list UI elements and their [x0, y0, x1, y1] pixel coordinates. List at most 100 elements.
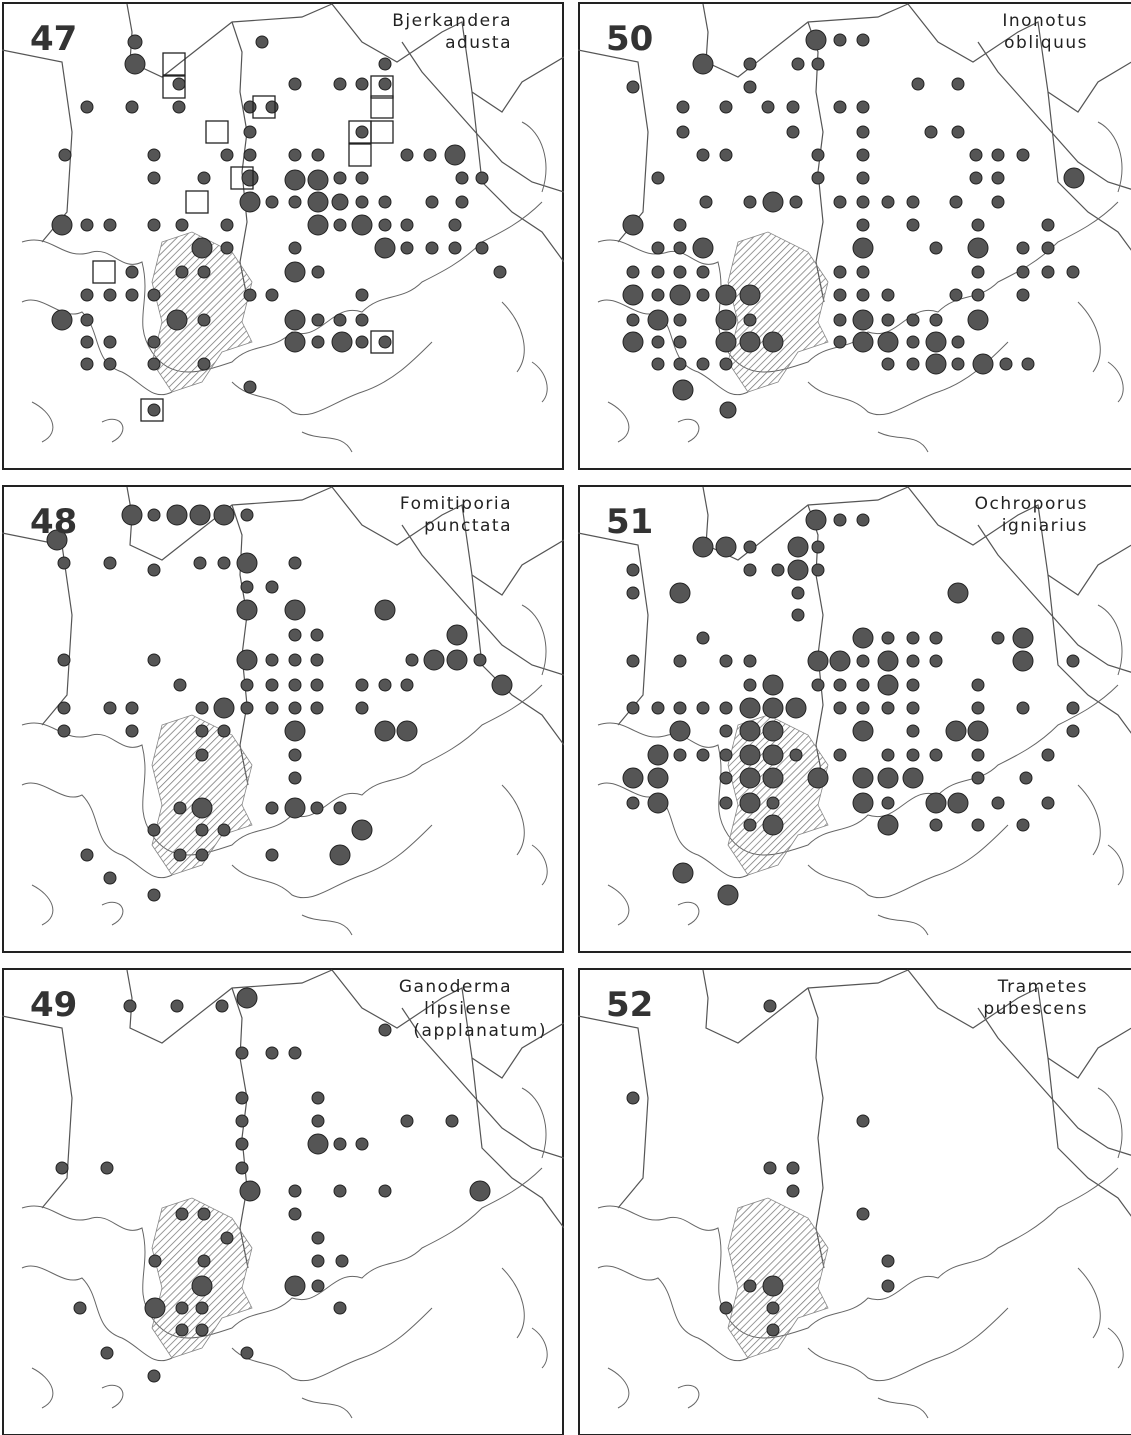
occurrence-dot — [833, 288, 847, 302]
occurrence-dot — [743, 654, 757, 668]
occurrence-dot — [103, 218, 117, 232]
occurrence-dot — [80, 288, 94, 302]
occurrence-dot — [971, 701, 985, 715]
occurrence-dot — [951, 125, 965, 139]
occurrence-dot — [1016, 265, 1030, 279]
occurrence-dot — [288, 628, 302, 642]
occurrence-dot — [696, 357, 710, 371]
occurrence-dot — [739, 720, 761, 742]
occurrence-dot — [147, 171, 161, 185]
occurrence-dot — [103, 357, 117, 371]
occurrence-dot — [669, 582, 691, 604]
occurrence-dot — [929, 654, 943, 668]
occurrence-dot — [787, 536, 809, 558]
occurrence-dot — [355, 171, 369, 185]
occurrence-dot — [1041, 218, 1055, 232]
occurrence-dot — [195, 848, 209, 862]
occurrence-dot — [288, 1046, 302, 1060]
occurrence-dot — [856, 33, 870, 47]
occurrence-dot — [786, 100, 800, 114]
occurrence-dot — [811, 540, 825, 554]
occurrence-dot — [763, 1161, 777, 1175]
occurrence-dot — [719, 401, 737, 419]
occurrence-dot — [852, 720, 874, 742]
occurrence-dot — [651, 265, 665, 279]
occurrence-dot — [333, 1137, 347, 1151]
occurrence-dot — [100, 1161, 114, 1175]
occurrence-dot — [925, 353, 947, 375]
occurrence-dot — [173, 678, 187, 692]
occurrence-dot — [374, 720, 396, 742]
occurrence-dot — [239, 1180, 261, 1202]
occurrence-dot — [971, 265, 985, 279]
occurrence-dot — [265, 653, 279, 667]
occurrence-dot — [971, 218, 985, 232]
occurrence-dot — [669, 284, 691, 306]
occurrence-dot — [175, 218, 189, 232]
occurrence-dot — [333, 218, 347, 232]
occurrence-dot — [333, 1301, 347, 1315]
occurrence-dot — [771, 563, 785, 577]
occurrence-dot — [423, 148, 437, 162]
occurrence-dot — [622, 284, 644, 306]
occurrence-dot — [217, 823, 231, 837]
occurrence-dot — [288, 148, 302, 162]
occurrence-dot — [310, 701, 324, 715]
occurrence-dot — [80, 218, 94, 232]
occurrence-dot — [148, 1254, 162, 1268]
occurrence-dot — [243, 125, 257, 139]
occurrence-dot — [791, 57, 805, 71]
occurrence-dot — [240, 701, 254, 715]
species-name: punctata — [424, 516, 512, 536]
occurrence-dot — [240, 580, 254, 594]
occurrence-dot — [762, 697, 784, 719]
occurrence-dot — [217, 724, 231, 738]
occurrence-dot — [265, 1046, 279, 1060]
occurrence-dot — [719, 748, 733, 762]
occurrence-dot — [220, 241, 234, 255]
occurrence-dot — [719, 357, 733, 371]
occurrence-dot — [786, 1184, 800, 1198]
occurrence-dot — [51, 309, 73, 331]
occurrence-dot — [947, 582, 969, 604]
occurrence-dot — [378, 1023, 392, 1037]
occurrence-dot — [311, 1231, 325, 1245]
occurrence-dot — [310, 801, 324, 815]
occurrence-dot — [833, 33, 847, 47]
occurrence-dot — [288, 748, 302, 762]
occurrence-dot — [307, 214, 329, 236]
occurrence-dot — [455, 171, 469, 185]
species-name: pubescens — [983, 999, 1088, 1019]
occurrence-dot — [696, 701, 710, 715]
occurrence-dot — [929, 818, 943, 832]
occurrence-dot — [265, 100, 279, 114]
occurrence-dot — [829, 650, 851, 672]
occurrence-dot — [355, 125, 369, 139]
occurrence-dot — [929, 748, 943, 762]
occurrence-dot — [448, 218, 462, 232]
occurrence-dot — [173, 801, 187, 815]
occurrence-dot — [423, 649, 445, 671]
occurrence-dot — [719, 701, 733, 715]
occurrence-dot — [355, 335, 369, 349]
occurrence-dot — [307, 1133, 329, 1155]
occurrence-dot — [175, 1301, 189, 1315]
occurrence-dot — [811, 148, 825, 162]
occurrence-dot — [125, 724, 139, 738]
marker-square — [230, 166, 254, 190]
occurrence-dot — [147, 148, 161, 162]
occurrence-dot — [311, 1254, 325, 1268]
occurrence-dot — [173, 848, 187, 862]
marker-square — [162, 75, 186, 99]
occurrence-dot — [195, 748, 209, 762]
map-number: 47 — [30, 19, 77, 59]
occurrence-dot — [55, 1161, 69, 1175]
occurrence-dot — [967, 309, 989, 331]
occurrence-dot — [715, 536, 737, 558]
occurrence-dot — [288, 678, 302, 692]
occurrence-dot — [1012, 627, 1034, 649]
occurrence-dot — [967, 237, 989, 259]
occurrence-dot — [651, 241, 665, 255]
